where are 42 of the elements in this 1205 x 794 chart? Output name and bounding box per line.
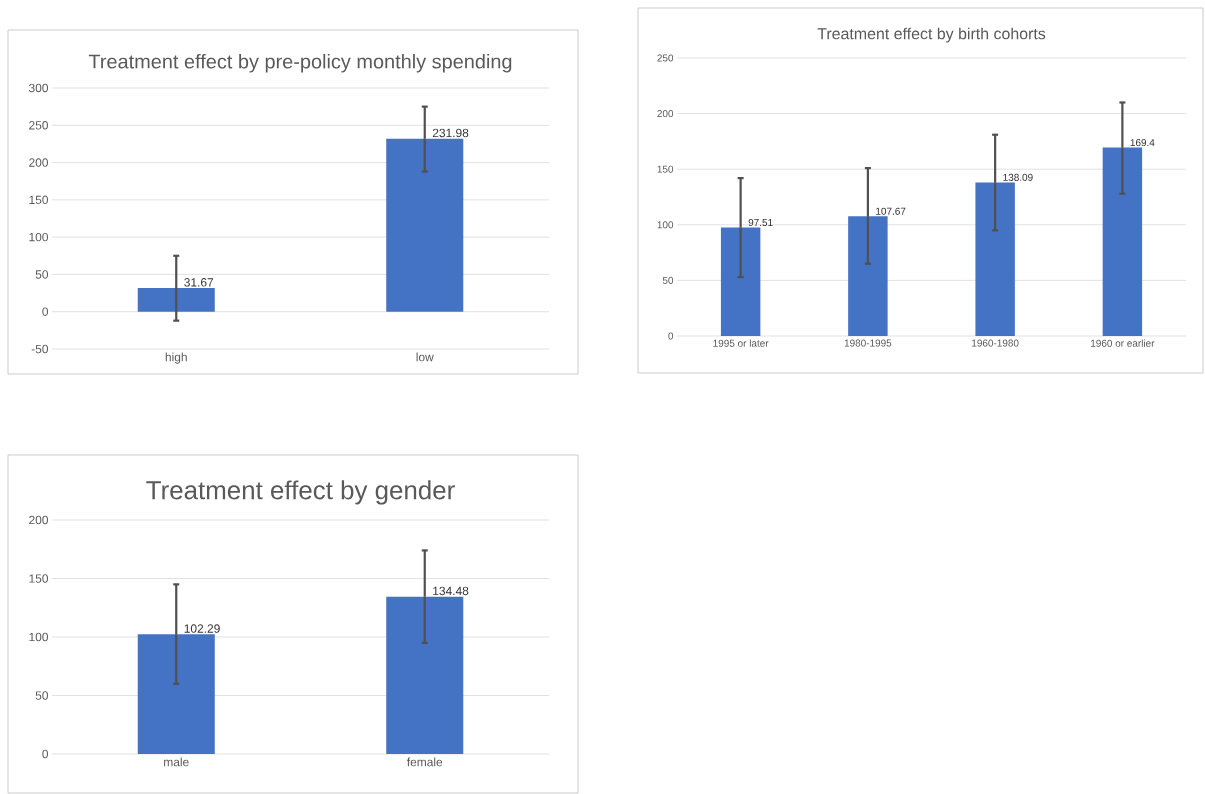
y-tick-label: 250 [657, 54, 674, 62]
y-tick-label: -50 [31, 344, 49, 354]
x-tick-label: low [416, 352, 434, 362]
y-tick-label: 50 [35, 270, 49, 279]
x-tick-label: high [165, 352, 187, 364]
bar [1102, 147, 1143, 336]
x-tick-label: 1960 or earlier [1091, 339, 1155, 347]
y-tick-label: 150 [29, 195, 49, 205]
x-tick-label: 1995 or later [713, 339, 769, 347]
y-tick-label: 50 [35, 691, 49, 700]
y-tick-label: 200 [29, 515, 49, 525]
y-tick-label: 50 [662, 276, 674, 284]
data-label: 169.4 [1130, 139, 1155, 147]
y-tick-label: 0 [668, 332, 674, 340]
chart-title: Treatment effect by pre-policy monthly spending [88, 53, 512, 73]
chart-title: Treatment effect by gender [146, 480, 455, 505]
y-tick-label: 100 [657, 221, 674, 229]
data-label: 31.67 [184, 278, 214, 287]
x-tick-label: 1960-1980 [972, 339, 1019, 347]
y-tick-label: 300 [28, 83, 49, 93]
data-label: 231.98 [432, 128, 469, 138]
bar [975, 182, 1015, 336]
bar [720, 227, 761, 336]
y-tick-label: 150 [29, 574, 49, 583]
data-label: 107.67 [876, 207, 906, 215]
x-tick-label: 1980-1995 [844, 339, 892, 347]
data-label: 134.48 [433, 586, 469, 596]
y-tick-label: 0 [42, 307, 49, 316]
data-label: 102.29 [184, 624, 220, 633]
data-label: 138.09 [1003, 173, 1033, 181]
y-tick-label: 100 [29, 632, 49, 642]
y-tick-label: 100 [29, 232, 49, 242]
bar [848, 216, 888, 336]
x-tick-label: female [406, 757, 443, 767]
y-tick-label: 200 [29, 158, 49, 167]
y-tick-label: 150 [657, 165, 674, 173]
data-label: 97.51 [748, 218, 773, 227]
chart-title: Treatment effect by birth cohorts [817, 27, 1046, 43]
y-tick-label: 200 [657, 110, 674, 118]
y-tick-label: 250 [29, 121, 49, 130]
x-tick-label: male [164, 757, 189, 767]
y-tick-label: 0 [42, 749, 49, 759]
